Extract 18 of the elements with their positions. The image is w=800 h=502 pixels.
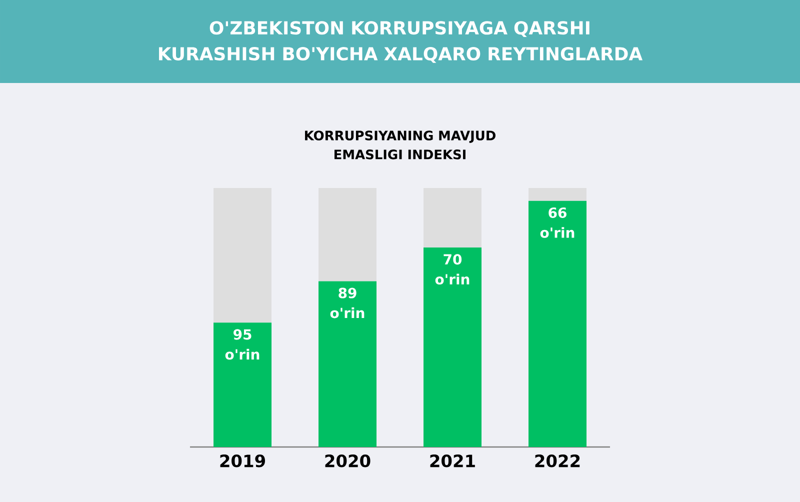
- bar: [214, 188, 272, 323]
- annotation: 89 o'rin: [330, 288, 364, 318]
- x-tick-label: 2020: [325, 454, 370, 468]
- annotation: 66 o'rin: [540, 207, 574, 238]
- chart-subtitle: KORRUPSIYANING MAVJUD EMASLIGI INDEKSI: [305, 130, 496, 160]
- x-tick-label: 2021: [430, 454, 475, 468]
- bar: [424, 248, 482, 447]
- bar: [528, 188, 587, 201]
- bar: [528, 200, 587, 447]
- chart-title: O'ZBEKISTON KORRUPSIYAGA QARSHI KURASHISH BO'YICHA XALQARO REYTINGLARDA: [159, 21, 643, 63]
- bar: [318, 188, 377, 282]
- x-tick-label: 2022: [535, 454, 580, 468]
- annotation: 95 o'rin: [225, 329, 260, 360]
- bar: [318, 281, 377, 447]
- bar: [214, 322, 272, 447]
- x-tick-label: 2019: [220, 454, 266, 468]
- bar: [424, 188, 482, 248]
- annotation: 70 o'rin: [435, 254, 470, 285]
